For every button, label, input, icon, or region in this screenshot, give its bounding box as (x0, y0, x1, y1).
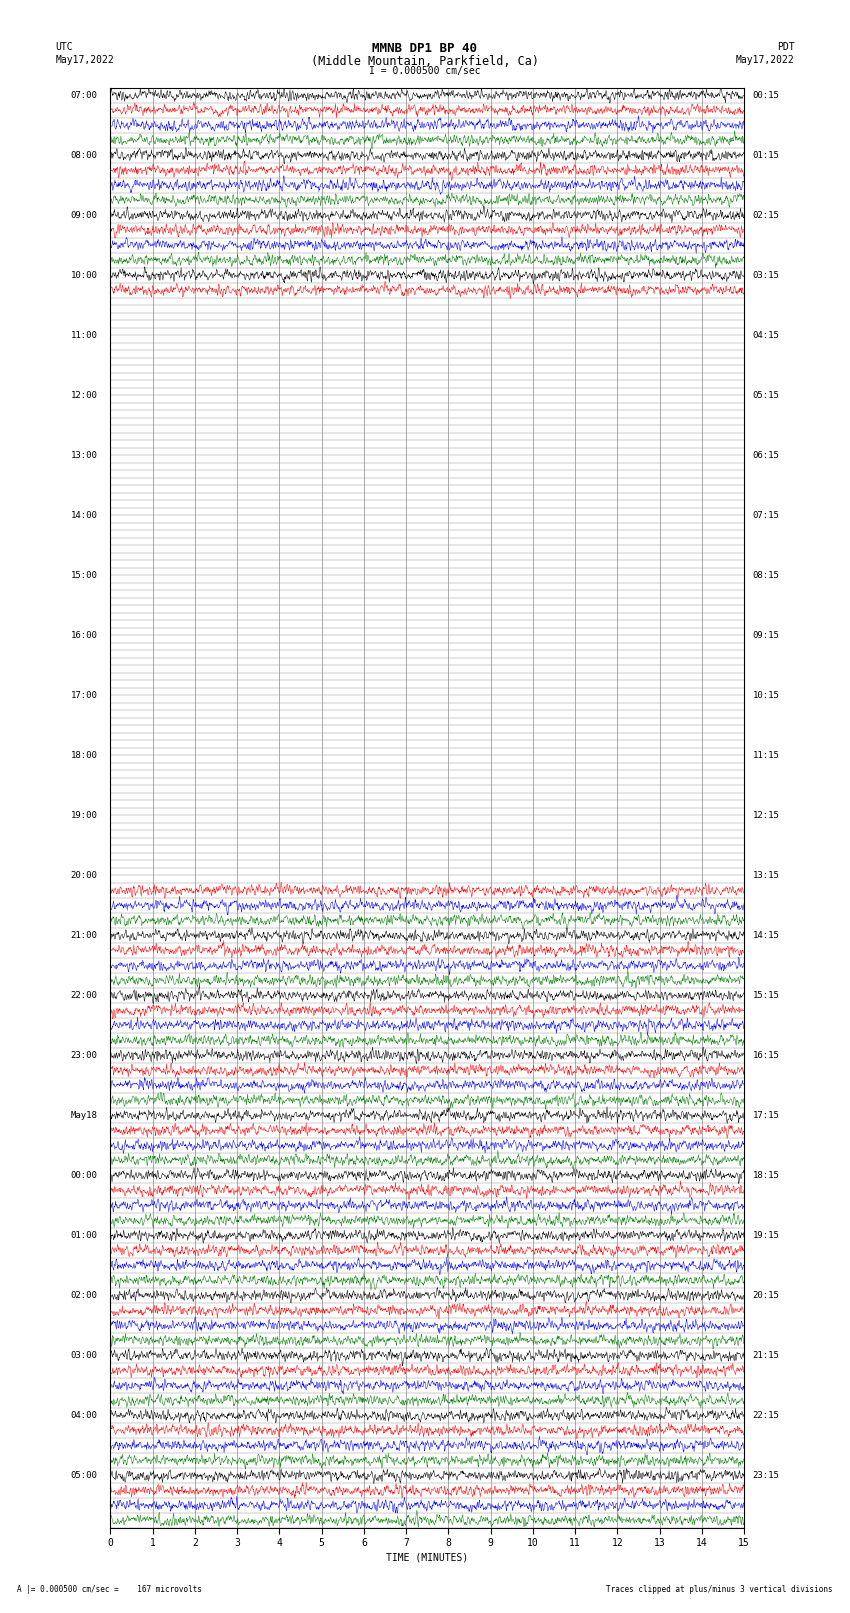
Text: 05:15: 05:15 (752, 390, 779, 400)
Text: May17,2022: May17,2022 (736, 55, 795, 65)
Text: (Middle Mountain, Parkfield, Ca): (Middle Mountain, Parkfield, Ca) (311, 55, 539, 68)
Text: 11:00: 11:00 (71, 331, 98, 340)
Text: 12:00: 12:00 (71, 390, 98, 400)
Text: 04:00: 04:00 (71, 1411, 98, 1419)
Text: 09:00: 09:00 (71, 211, 98, 219)
Text: 17:15: 17:15 (752, 1111, 779, 1119)
Text: 02:15: 02:15 (752, 211, 779, 219)
Text: 08:15: 08:15 (752, 571, 779, 579)
Text: 07:00: 07:00 (71, 90, 98, 100)
Text: 13:15: 13:15 (752, 871, 779, 879)
Text: 15:00: 15:00 (71, 571, 98, 579)
Text: 16:00: 16:00 (71, 631, 98, 640)
Text: 13:00: 13:00 (71, 450, 98, 460)
Text: I = 0.000500 cm/sec: I = 0.000500 cm/sec (369, 66, 481, 76)
Text: 01:15: 01:15 (752, 150, 779, 160)
Text: 19:00: 19:00 (71, 811, 98, 819)
Text: 15:15: 15:15 (752, 990, 779, 1000)
Text: 20:15: 20:15 (752, 1290, 779, 1300)
Text: 23:00: 23:00 (71, 1050, 98, 1060)
Text: 12:15: 12:15 (752, 811, 779, 819)
Text: 23:15: 23:15 (752, 1471, 779, 1479)
Text: 22:00: 22:00 (71, 990, 98, 1000)
Text: PDT: PDT (777, 42, 795, 52)
Text: 00:15: 00:15 (752, 90, 779, 100)
Text: 18:00: 18:00 (71, 750, 98, 760)
Text: 09:15: 09:15 (752, 631, 779, 640)
Text: May17,2022: May17,2022 (55, 55, 114, 65)
Text: 02:00: 02:00 (71, 1290, 98, 1300)
Text: 06:15: 06:15 (752, 450, 779, 460)
Text: 16:15: 16:15 (752, 1050, 779, 1060)
Text: 00:00: 00:00 (71, 1171, 98, 1179)
Text: 01:00: 01:00 (71, 1231, 98, 1240)
Text: 14:15: 14:15 (752, 931, 779, 940)
Text: 03:15: 03:15 (752, 271, 779, 279)
Text: 03:00: 03:00 (71, 1352, 98, 1360)
Text: 17:00: 17:00 (71, 690, 98, 700)
Text: May18: May18 (71, 1111, 98, 1119)
Text: 08:00: 08:00 (71, 150, 98, 160)
Text: 10:15: 10:15 (752, 690, 779, 700)
Text: 21:15: 21:15 (752, 1352, 779, 1360)
Text: 22:15: 22:15 (752, 1411, 779, 1419)
Text: 10:00: 10:00 (71, 271, 98, 279)
Text: A |= 0.000500 cm/sec =    167 microvolts: A |= 0.000500 cm/sec = 167 microvolts (17, 1584, 202, 1594)
Text: MMNB DP1 BP 40: MMNB DP1 BP 40 (372, 42, 478, 55)
Text: Traces clipped at plus/minus 3 vertical divisions: Traces clipped at plus/minus 3 vertical … (606, 1584, 833, 1594)
X-axis label: TIME (MINUTES): TIME (MINUTES) (386, 1553, 468, 1563)
Text: 11:15: 11:15 (752, 750, 779, 760)
Text: 05:00: 05:00 (71, 1471, 98, 1479)
Text: 20:00: 20:00 (71, 871, 98, 879)
Text: 18:15: 18:15 (752, 1171, 779, 1179)
Text: 21:00: 21:00 (71, 931, 98, 940)
Text: 19:15: 19:15 (752, 1231, 779, 1240)
Text: 07:15: 07:15 (752, 511, 779, 519)
Text: 04:15: 04:15 (752, 331, 779, 340)
Text: 14:00: 14:00 (71, 511, 98, 519)
Text: UTC: UTC (55, 42, 73, 52)
